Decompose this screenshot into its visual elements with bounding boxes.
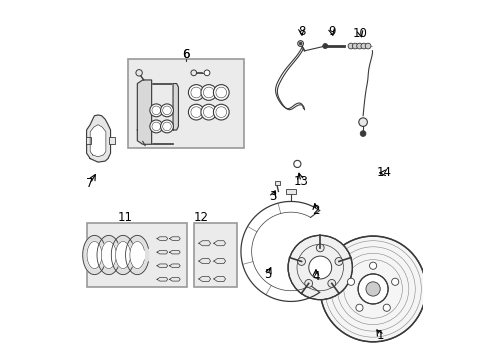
Circle shape	[149, 104, 163, 117]
Circle shape	[149, 120, 163, 133]
Circle shape	[383, 304, 389, 311]
Circle shape	[213, 104, 229, 120]
Text: 10: 10	[352, 27, 367, 40]
Polygon shape	[213, 258, 225, 264]
Polygon shape	[90, 125, 106, 157]
Polygon shape	[198, 276, 210, 282]
Text: 14: 14	[376, 166, 390, 179]
Polygon shape	[137, 80, 151, 144]
Polygon shape	[97, 235, 120, 275]
Polygon shape	[86, 115, 110, 162]
Polygon shape	[169, 237, 180, 240]
Polygon shape	[157, 264, 167, 267]
Circle shape	[347, 278, 354, 285]
Polygon shape	[157, 250, 167, 254]
Circle shape	[201, 85, 216, 100]
Circle shape	[358, 118, 366, 126]
Circle shape	[327, 279, 335, 287]
Bar	[274, 181, 279, 185]
Polygon shape	[169, 278, 180, 281]
Circle shape	[160, 104, 173, 117]
Text: 13: 13	[293, 175, 308, 188]
Circle shape	[299, 42, 302, 45]
Circle shape	[352, 43, 357, 49]
Text: 4: 4	[311, 270, 319, 283]
Circle shape	[360, 131, 365, 136]
Polygon shape	[213, 241, 225, 246]
Circle shape	[287, 235, 352, 300]
Circle shape	[304, 279, 312, 287]
Circle shape	[297, 257, 305, 265]
Circle shape	[360, 43, 366, 49]
Circle shape	[365, 43, 370, 49]
Polygon shape	[115, 242, 130, 269]
Circle shape	[188, 104, 203, 120]
Text: 7: 7	[86, 177, 94, 190]
Text: 6: 6	[182, 49, 189, 62]
Circle shape	[391, 278, 398, 285]
Text: 11: 11	[117, 211, 132, 224]
Circle shape	[160, 120, 173, 133]
Circle shape	[365, 282, 380, 296]
Polygon shape	[198, 258, 210, 264]
Polygon shape	[111, 235, 134, 275]
Polygon shape	[82, 235, 105, 275]
Polygon shape	[198, 241, 210, 246]
Circle shape	[297, 41, 303, 46]
Circle shape	[136, 69, 142, 76]
Bar	[285, 189, 296, 194]
Polygon shape	[130, 242, 144, 269]
Polygon shape	[125, 235, 148, 275]
Circle shape	[334, 257, 342, 265]
Circle shape	[293, 160, 300, 167]
Circle shape	[316, 244, 324, 252]
Polygon shape	[157, 237, 167, 240]
Circle shape	[357, 274, 387, 304]
Bar	[85, 137, 91, 144]
Text: 6: 6	[182, 49, 189, 62]
Circle shape	[308, 256, 331, 279]
Bar	[193, 223, 237, 287]
Polygon shape	[169, 264, 180, 267]
Text: 9: 9	[327, 25, 335, 38]
Polygon shape	[213, 276, 225, 282]
Bar	[87, 223, 187, 287]
Bar	[109, 137, 115, 144]
Circle shape	[347, 43, 353, 49]
Circle shape	[320, 236, 425, 342]
Circle shape	[322, 44, 327, 49]
Text: 3: 3	[269, 190, 276, 203]
Polygon shape	[157, 278, 167, 281]
Text: 2: 2	[311, 204, 319, 217]
Circle shape	[369, 262, 376, 269]
Circle shape	[201, 104, 216, 120]
Text: 12: 12	[194, 211, 209, 224]
Text: 8: 8	[297, 25, 305, 38]
Bar	[128, 59, 244, 148]
Text: 1: 1	[376, 329, 383, 342]
Polygon shape	[173, 84, 178, 130]
Circle shape	[190, 70, 196, 76]
Circle shape	[188, 85, 203, 100]
Circle shape	[356, 43, 362, 49]
Circle shape	[355, 304, 362, 311]
Polygon shape	[169, 250, 180, 254]
Polygon shape	[87, 242, 102, 269]
Circle shape	[203, 70, 209, 76]
Circle shape	[213, 85, 229, 100]
Text: 5: 5	[264, 268, 271, 281]
Polygon shape	[101, 242, 116, 269]
